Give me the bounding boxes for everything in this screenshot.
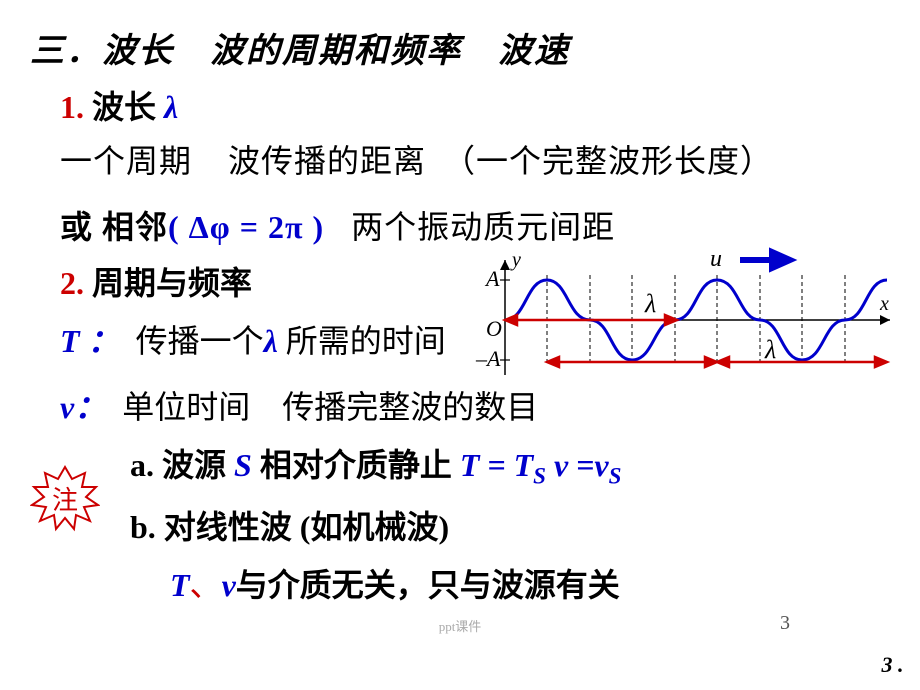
corner-number: 3 .	[882, 652, 899, 678]
phase-2pi: ( Δφ = 2π )	[168, 209, 324, 245]
note-a-mid: 相对介质静止	[252, 447, 460, 483]
note-a-S: S	[234, 447, 252, 483]
svg-text:u: u	[710, 246, 722, 272]
T-sym: T ：	[60, 323, 120, 359]
svg-text:–A: –A	[475, 346, 501, 371]
note-c-txt: 与介质无关，只与波源有关	[236, 567, 620, 603]
svg-text:O: O	[486, 316, 502, 341]
lambda-sym: λ	[164, 89, 178, 125]
note-c-nu: ν	[222, 567, 236, 603]
svg-text:注: 注	[52, 486, 78, 515]
num-2: 2.	[60, 265, 84, 301]
def-wl-b: 波传播的距离 （一个完整波形长度）	[228, 143, 773, 179]
label-2: 周期与频率	[84, 265, 252, 301]
svg-text:y: y	[510, 249, 521, 271]
nu-t1: 单位时间	[122, 389, 250, 425]
watermark: ppt课件	[439, 616, 482, 635]
svg-text:x: x	[879, 293, 889, 315]
note-b: b. 对线性波 (如机械波)	[30, 503, 890, 551]
svg-text:A: A	[484, 266, 500, 291]
note-c-sep: 、	[190, 567, 222, 603]
note-c: T、ν与介质无关，只与波源有关	[30, 561, 890, 609]
T-lam: λ	[264, 323, 278, 359]
nu-sym: ν：	[60, 389, 106, 425]
eq-nu: ν =νS	[554, 447, 621, 483]
svg-text:λ: λ	[764, 335, 776, 364]
note-starburst-icon: 注	[30, 465, 100, 535]
eq-sep	[546, 447, 554, 483]
T-t2: 所需的时间	[278, 323, 446, 359]
subsec-1: 1. 波长 λ	[30, 83, 890, 131]
eq-T: T = TS	[460, 447, 546, 483]
note-a: a. 波源 S 相对介质静止 T = TS ν =νS	[30, 441, 890, 493]
num-1: 1.	[60, 89, 84, 125]
def-wl-a: 一个周期	[60, 143, 192, 179]
wave-chart: A –A O y x u λ λ	[450, 230, 900, 410]
T-t1: 传播一个	[136, 323, 264, 359]
note-c-T: T	[170, 567, 190, 603]
svg-text:λ: λ	[644, 289, 656, 318]
label-1: 波长	[84, 89, 164, 125]
page-number: 3	[780, 612, 790, 635]
or-adj: 或 相邻	[60, 209, 168, 245]
def-wavelength: 一个周期 波传播的距离 （一个完整波形长度）	[30, 137, 890, 185]
section-title: 三．波长 波的周期和频率 波速	[30, 26, 890, 77]
note-a-pre: a. 波源	[130, 447, 234, 483]
